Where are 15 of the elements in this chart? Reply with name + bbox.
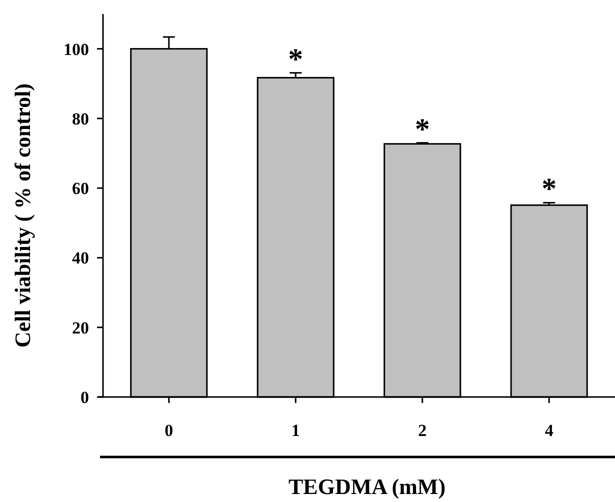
x-tick-label: 1 [291,421,300,440]
x-tick-label: 2 [418,421,427,440]
y-tick-label: 0 [80,388,89,407]
annotation: * [414,112,430,146]
y-tick-label: 80 [72,109,89,128]
y-tick-label: 40 [72,248,89,268]
y-axis-title: Cell viability ( % of control) [10,83,35,348]
x-axis-title: TEGDMA (mM) [288,474,446,499]
annotation: * [542,172,557,206]
y-tick-label: 60 [72,179,89,198]
annotation: * [288,42,304,76]
y-tick-label: 20 [72,318,89,338]
x-tick-label: 4 [544,421,554,440]
y-tick-label: 100 [64,40,89,59]
x-tick-label: 0 [164,421,174,440]
